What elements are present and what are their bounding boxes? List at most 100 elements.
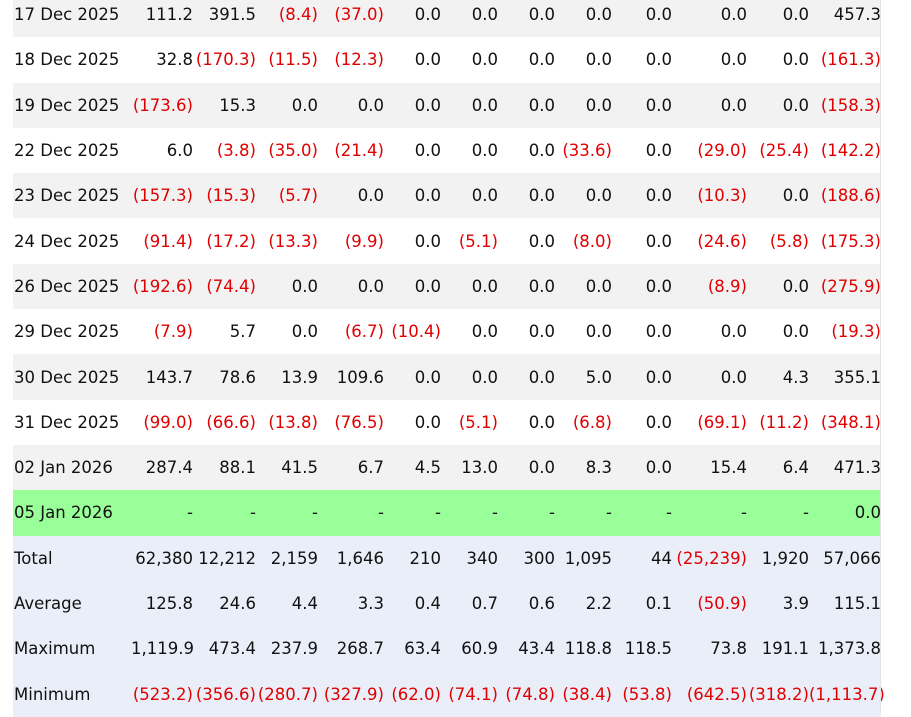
value-cell: (13.8): [256, 399, 318, 445]
value-cell: (53.8): [612, 671, 672, 717]
value-cell: (69.1): [672, 399, 747, 445]
value-cell: 2,159: [256, 535, 318, 581]
value-cell: (170.3): [193, 37, 256, 83]
value-cell: 13.9: [256, 354, 318, 400]
value-cell: (11.2): [747, 399, 809, 445]
table-row: 19 Dec 2025 (173.6) 15.3 0.0 0.0 0.0 0.0 0.0 0.0…: [13, 82, 881, 128]
date-cell: 18 Dec 2025: [13, 37, 131, 83]
date-cell: 23 Dec 2025: [13, 173, 131, 219]
value-cell: 5.7: [193, 309, 256, 355]
value-cell: (318.2): [747, 671, 809, 717]
value-cell: 43.4: [498, 626, 555, 672]
value-cell: 8.3: [555, 444, 612, 491]
value-cell: 4.4: [256, 580, 318, 627]
table-row: 18 Dec 2025 32.8 (170.3) (11.5) (12.3) 0.0 0.0…: [13, 37, 881, 83]
value-cell: (157.3): [131, 173, 193, 219]
value-cell: 88.1: [193, 444, 256, 491]
value-cell: (280.7): [256, 671, 318, 717]
value-cell: (29.0): [672, 127, 747, 174]
value-cell: (356.6): [193, 671, 256, 717]
value-cell: (33.6): [555, 127, 612, 174]
value-cell: 0.0: [318, 263, 384, 310]
value-cell: 0.0: [441, 309, 498, 355]
value-cell: 1,119.9: [131, 626, 194, 672]
value-cell: 73.8: [672, 626, 747, 672]
date-cell: 19 Dec 2025: [13, 82, 131, 128]
table-row: 05 Jan 2026- - - - - - - - - - -0.0: [13, 490, 881, 536]
value-cell: 471.3: [809, 444, 881, 491]
value-cell: (6.8): [555, 399, 612, 445]
value-cell: 1,373.8: [809, 626, 881, 672]
value-cell: 0.0: [441, 37, 498, 83]
value-cell: 0.0: [612, 444, 672, 491]
date-cell: 02 Jan 2026: [13, 444, 131, 491]
value-cell: 0.0: [498, 37, 555, 83]
value-cell: 0.0: [384, 173, 441, 219]
value-cell: (175.3): [809, 218, 881, 264]
value-cell: (158.3): [809, 82, 881, 128]
value-cell: (9.9): [318, 218, 384, 264]
value-cell: (5.7): [256, 173, 318, 219]
value-cell: 118.8: [555, 626, 612, 672]
value-cell: 0.0: [612, 37, 672, 83]
date-cell: 05 Jan 2026: [13, 490, 131, 536]
value-cell: 237.9: [256, 626, 318, 672]
value-cell: (523.2): [131, 671, 193, 717]
value-cell: 0.0: [555, 0, 612, 38]
value-cell: 44: [612, 535, 672, 581]
value-cell: (1,113.7): [809, 671, 885, 717]
value-cell: 0.0: [498, 354, 555, 400]
value-cell: 0.0: [747, 309, 809, 355]
value-cell: (188.6): [809, 173, 881, 219]
value-cell: 2.2: [555, 580, 612, 627]
value-cell: 0.0: [441, 0, 498, 38]
value-cell: 0.0: [612, 127, 672, 174]
value-cell: 0.0: [441, 82, 498, 128]
summary-row: Maximum 1,119.9 473.4 237.9 268.7 63.4 60.9 43.…: [13, 626, 881, 672]
value-cell: (642.5): [672, 671, 747, 717]
value-cell: (10.4): [384, 309, 441, 355]
summary-row: Minimum (523.2) (356.6) (280.7) (327.9) (62.0…: [13, 671, 885, 717]
value-cell: 0.0: [612, 173, 672, 219]
value-cell: (8.0): [555, 218, 612, 264]
value-cell: 0.0: [384, 127, 441, 174]
value-cell: 0.0: [747, 37, 809, 83]
value-cell: 0.0: [318, 173, 384, 219]
value-cell: 0.0: [672, 309, 747, 355]
value-cell: 340: [441, 535, 498, 581]
value-cell: (11.5): [256, 37, 318, 83]
table-row: 26 Dec 2025 (192.6) (74.4) 0.0 0.0 0.0 0.0 0.0 0…: [13, 263, 881, 310]
value-cell: (173.6): [131, 82, 193, 128]
value-cell: 457.3: [809, 0, 881, 38]
summary-row: Total 62,380 12,212 2,159 1,646 210 340 300 1,09…: [13, 535, 881, 581]
date-cell: 24 Dec 2025: [13, 218, 131, 264]
table-row: 17 Dec 2025 111.2 391.5 (8.4) (37.0) 0.0 0.0 0.…: [13, 0, 881, 38]
value-cell: 0.0: [747, 173, 809, 219]
value-cell: (5.8): [747, 218, 809, 264]
value-cell: 13.0: [441, 444, 498, 491]
value-cell: 125.8: [131, 580, 193, 627]
value-cell: 0.0: [747, 263, 809, 310]
value-cell: -: [672, 490, 747, 536]
value-cell: (99.0): [131, 399, 193, 445]
value-cell: 300: [498, 535, 555, 581]
value-cell: (50.9): [672, 580, 747, 627]
value-cell: 0.0: [555, 82, 612, 128]
value-cell: 0.0: [384, 0, 441, 38]
value-cell: -: [612, 490, 672, 536]
value-cell: (76.5): [318, 399, 384, 445]
table-row: 02 Jan 2026 287.4 88.1 41.5 6.7 4.5 13.0 0.0 8.3…: [13, 444, 881, 491]
value-cell: (74.8): [498, 671, 555, 717]
value-cell: 0.0: [384, 37, 441, 83]
value-cell: 115.1: [809, 580, 881, 627]
value-cell: (275.9): [809, 263, 881, 310]
value-cell: 0.0: [256, 309, 318, 355]
value-cell: 268.7: [318, 626, 384, 672]
value-cell: 3.3: [318, 580, 384, 627]
table-row: 22 Dec 2025 6.0 (3.8) (35.0) (21.4) 0.0 0.0 0.0…: [13, 127, 881, 174]
value-cell: (25,239): [672, 535, 747, 581]
value-cell: 1,646: [318, 535, 384, 581]
value-cell: 6.0: [131, 127, 193, 174]
value-cell: (74.4): [193, 263, 256, 310]
value-cell: (91.4): [131, 218, 193, 264]
